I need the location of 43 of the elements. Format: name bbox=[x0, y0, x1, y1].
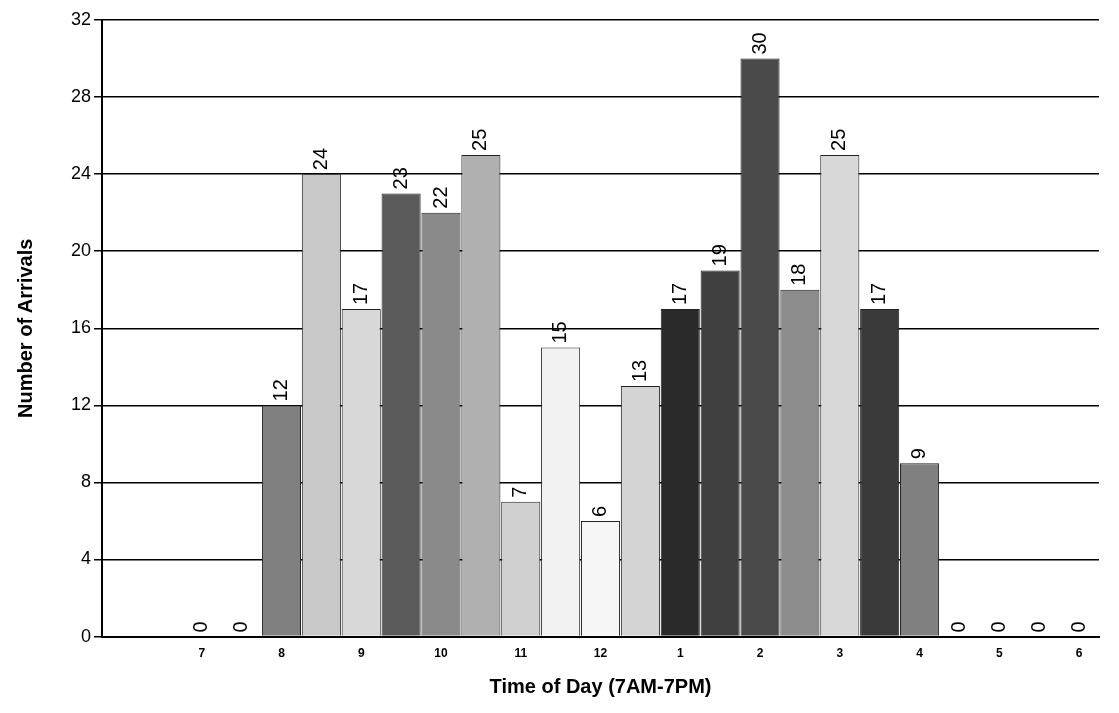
data-label: 22 bbox=[428, 186, 451, 209]
data-label: 25 bbox=[827, 128, 850, 151]
y-axis-title: Number of Arrivals bbox=[13, 238, 36, 418]
data-label: 6 bbox=[588, 505, 611, 517]
x-tick-label: 8 bbox=[278, 646, 286, 661]
data-label: 9 bbox=[907, 448, 930, 460]
y-tick-label: 8 bbox=[81, 471, 92, 492]
y-tick-label: 0 bbox=[81, 625, 92, 646]
x-tick-label: 9 bbox=[357, 646, 365, 661]
x-tick-label: 12 bbox=[593, 646, 608, 661]
x-tick-label: 1 bbox=[676, 646, 684, 661]
data-label: 25 bbox=[468, 128, 491, 151]
x-axis-title: Time of Day (7AM-7PM) bbox=[489, 674, 712, 697]
x-tick-label: 7 bbox=[198, 646, 206, 661]
data-label: 0 bbox=[946, 621, 969, 633]
data-label: 0 bbox=[229, 621, 252, 633]
x-tick-label: 6 bbox=[1075, 646, 1083, 661]
y-tick-label: 20 bbox=[70, 240, 92, 261]
y-tick-label: 12 bbox=[70, 394, 92, 415]
data-label: 0 bbox=[189, 621, 212, 633]
data-label: 0 bbox=[1026, 621, 1049, 633]
x-tick-label: 4 bbox=[916, 646, 924, 661]
data-label: 24 bbox=[308, 147, 331, 171]
data-label: 17 bbox=[348, 282, 371, 306]
x-tick-label: 5 bbox=[995, 646, 1003, 661]
y-tick-label: 4 bbox=[81, 548, 92, 569]
data-label: 18 bbox=[787, 263, 810, 286]
y-tick-label: 28 bbox=[70, 86, 92, 107]
x-tick-label: 10 bbox=[434, 646, 448, 661]
data-label: 13 bbox=[627, 359, 650, 383]
data-label: 0 bbox=[1066, 621, 1089, 633]
x-tick-label: 3 bbox=[836, 646, 844, 661]
data-label: 17 bbox=[867, 282, 890, 306]
x-tick-label: 11 bbox=[514, 646, 528, 661]
data-label: 17 bbox=[667, 282, 690, 306]
data-label: 7 bbox=[508, 486, 531, 498]
y-tick-label: 16 bbox=[70, 317, 92, 338]
data-label: 30 bbox=[747, 32, 770, 55]
data-label: 12 bbox=[268, 379, 291, 402]
data-label: 0 bbox=[986, 621, 1009, 633]
x-tick-label: 2 bbox=[756, 646, 764, 661]
y-tick-label: 24 bbox=[70, 163, 92, 184]
y-tick-label: 32 bbox=[70, 8, 92, 29]
